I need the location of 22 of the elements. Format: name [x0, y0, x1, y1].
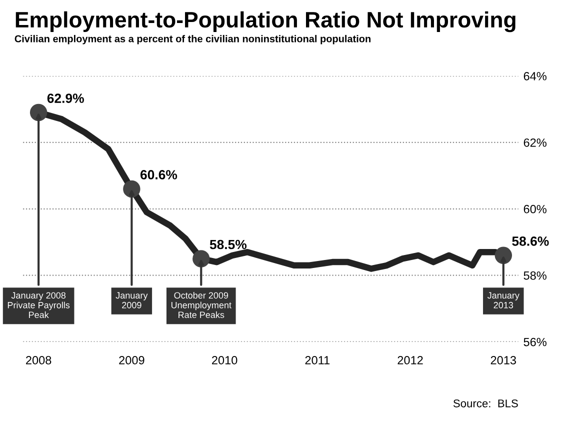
x-tick-label: 2013 — [490, 356, 516, 364]
x-tick-label: 2008 — [26, 356, 52, 364]
chart-subtitle: Civilian employment as a percent of the civilian noninstitutional population — [14, 34, 370, 44]
x-tick-label: 2011 — [305, 356, 330, 364]
y-tick-label: 60% — [524, 204, 546, 214]
x-tick-label: 2010 — [212, 356, 238, 364]
data-label: 60.6% — [140, 170, 178, 180]
annotation: October 2009 Unemployment Rate Peaks — [171, 292, 232, 318]
y-tick-label: 58% — [524, 271, 546, 280]
y-tick-label: 56% — [524, 338, 546, 346]
data-label: 58.6% — [512, 236, 549, 246]
annotation: January 2013 — [487, 292, 520, 308]
data-label: 62.9% — [47, 94, 84, 103]
x-tick-label: 2009 — [119, 356, 144, 364]
y-tick-label: 62% — [524, 138, 546, 147]
source-note: Source: BLS — [453, 399, 518, 408]
annotation: January 2009 — [116, 292, 148, 308]
y-tick-label: 64% — [524, 72, 546, 80]
annotation: January 2008 Private Payrolls Peak — [8, 292, 70, 318]
chart-title: Employment-to-Population Ratio Not Improving — [16, 11, 516, 32]
x-tick-label: 2012 — [398, 356, 423, 364]
data-label: 58.5% — [210, 240, 247, 250]
